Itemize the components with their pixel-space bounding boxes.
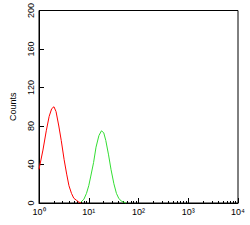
svg-text:200: 200	[26, 3, 36, 18]
svg-text:80: 80	[26, 121, 36, 131]
svg-text:10³: 10³	[182, 207, 195, 217]
svg-text:10⁴: 10⁴	[231, 207, 245, 217]
svg-text:160: 160	[26, 41, 36, 56]
svg-text:10⁰: 10⁰	[32, 207, 45, 217]
svg-text:10²: 10²	[132, 207, 145, 217]
svg-text:120: 120	[26, 80, 36, 95]
svg-text:0: 0	[26, 200, 36, 205]
svg-text:Counts: Counts	[8, 92, 18, 121]
svg-text:40: 40	[26, 159, 36, 169]
svg-text:10¹: 10¹	[82, 207, 95, 217]
